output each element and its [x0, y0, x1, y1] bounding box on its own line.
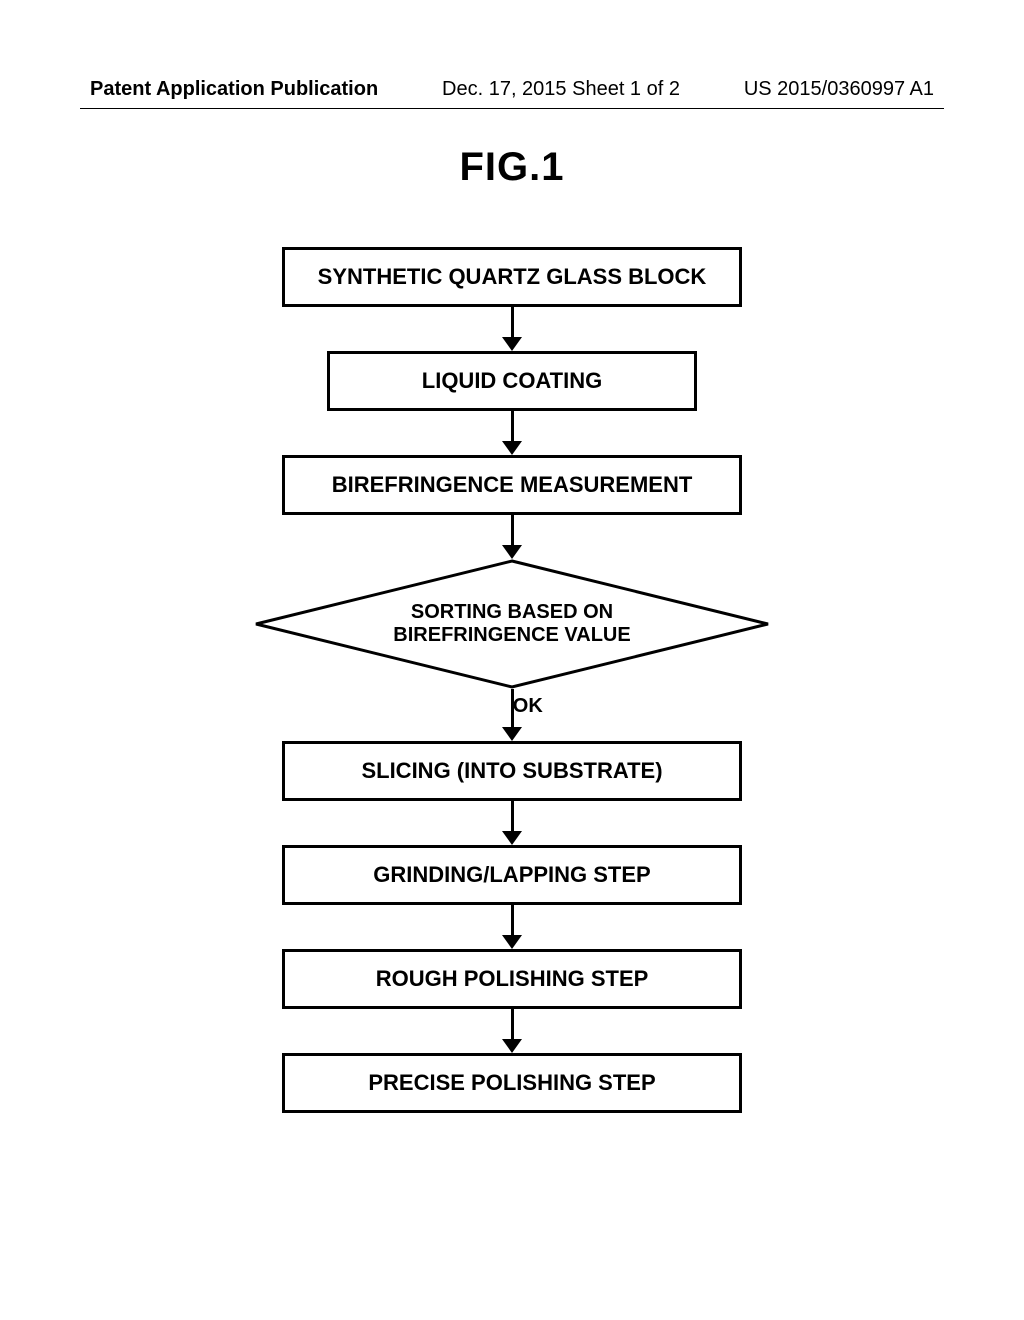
arrow-label-ok: OK	[513, 695, 543, 718]
arrow-shaft	[511, 1009, 514, 1039]
arrow-head-icon	[502, 545, 522, 559]
step-slicing: SLICING (INTO SUBSTRATE)	[282, 741, 742, 801]
arrow-icon	[502, 515, 522, 559]
arrow-icon	[502, 905, 522, 949]
header-left: Patent Application Publication	[90, 78, 378, 101]
arrow-shaft	[511, 307, 514, 337]
arrow-shaft	[511, 411, 514, 441]
step-synthetic-quartz-glass-block: SYNTHETIC QUARTZ GLASS BLOCK	[282, 247, 742, 307]
arrow-icon	[502, 307, 522, 351]
header-right: US 2015/0360997 A1	[744, 78, 934, 101]
arrow-head-icon	[502, 831, 522, 845]
arrow-icon	[502, 1009, 522, 1053]
flowchart: SYNTHETIC QUARTZ GLASS BLOCK LIQUID COAT…	[0, 247, 1024, 1113]
arrow-shaft	[511, 515, 514, 545]
arrow-icon	[502, 411, 522, 455]
page: Patent Application Publication Dec. 17, …	[0, 0, 1024, 1320]
page-header: Patent Application Publication Dec. 17, …	[0, 78, 1024, 101]
arrow-head-icon	[502, 1039, 522, 1053]
step-liquid-coating: LIQUID COATING	[327, 351, 697, 411]
arrow-shaft	[511, 905, 514, 935]
arrow-icon: OK	[502, 689, 522, 741]
header-center: Dec. 17, 2015 Sheet 1 of 2	[442, 78, 680, 101]
decision-sorting: SORTING BASED ON BIREFRINGENCE VALUE	[252, 559, 772, 689]
decision-line2: BIREFRINGENCE VALUE	[393, 624, 630, 647]
step-birefringence-measurement: BIREFRINGENCE MEASUREMENT	[282, 455, 742, 515]
header-rule	[80, 108, 944, 109]
arrow-head-icon	[502, 727, 522, 741]
figure-title: FIG.1	[0, 145, 1024, 190]
arrow-head-icon	[502, 441, 522, 455]
step-rough-polishing: ROUGH POLISHING STEP	[282, 949, 742, 1009]
step-precise-polishing: PRECISE POLISHING STEP	[282, 1053, 742, 1113]
decision-text: SORTING BASED ON BIREFRINGENCE VALUE	[252, 559, 772, 689]
arrow-icon	[502, 801, 522, 845]
decision-line1: SORTING BASED ON	[411, 601, 613, 624]
arrow-head-icon	[502, 337, 522, 351]
step-grinding-lapping: GRINDING/LAPPING STEP	[282, 845, 742, 905]
arrow-shaft	[511, 801, 514, 831]
arrow-head-icon	[502, 935, 522, 949]
